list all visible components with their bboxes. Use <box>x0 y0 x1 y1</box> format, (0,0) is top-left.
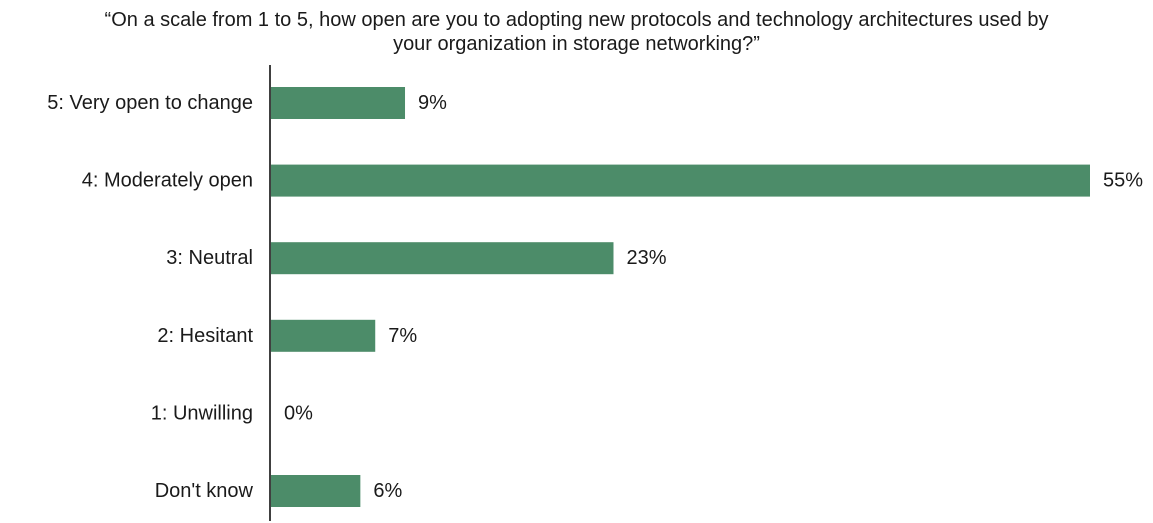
category-label: 1: Unwilling <box>151 402 253 424</box>
category-label: 3: Neutral <box>166 247 253 269</box>
bar <box>271 164 1090 197</box>
chart-title: “On a scale from 1 to 5, how open are yo… <box>0 8 1153 56</box>
bar <box>271 242 614 275</box>
category-label: 2: Hesitant <box>157 325 253 347</box>
chart-title-line-2: your organization in storage networking?… <box>393 33 760 55</box>
data-label: 7% <box>388 325 417 347</box>
chart-title-line-1: “On a scale from 1 to 5, how open are yo… <box>104 9 1049 31</box>
data-label: 9% <box>418 92 447 114</box>
bar <box>271 475 361 507</box>
category-label: 5: Very open to change <box>47 92 253 114</box>
bar <box>271 319 376 352</box>
data-label: 6% <box>373 480 402 502</box>
category-label: Don't know <box>155 480 254 502</box>
data-label: 55% <box>1103 170 1143 192</box>
data-label: 0% <box>284 402 313 424</box>
bar <box>271 87 406 119</box>
category-label: 4: Moderately open <box>82 170 253 192</box>
data-label: 23% <box>626 247 666 269</box>
